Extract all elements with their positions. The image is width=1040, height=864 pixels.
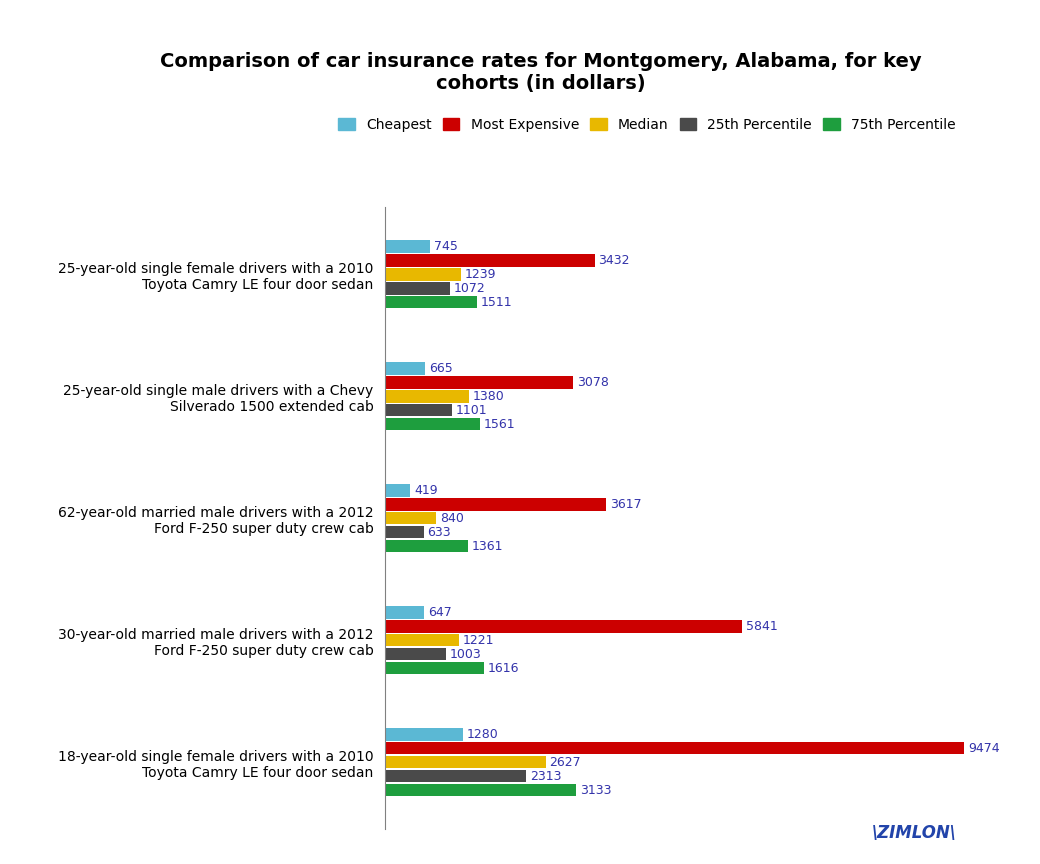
Bar (385, 648, 446, 660)
Bar (385, 362, 425, 375)
Bar (385, 607, 424, 619)
Bar (385, 391, 469, 403)
Legend: Cheapest, Most Expensive, Median, 25th Percentile, 75th Percentile: Cheapest, Most Expensive, Median, 25th P… (338, 118, 956, 132)
Text: 1361: 1361 (472, 540, 503, 553)
Text: 1280: 1280 (467, 727, 498, 741)
Text: 1003: 1003 (450, 648, 482, 661)
Text: \ZIMLON\: \ZIMLON\ (872, 824, 957, 842)
Bar (385, 499, 606, 511)
Text: 9474: 9474 (968, 742, 999, 755)
Bar (385, 620, 743, 632)
Text: 1101: 1101 (456, 403, 488, 417)
Text: 1380: 1380 (473, 390, 504, 403)
Bar (385, 404, 452, 416)
Text: 5841: 5841 (746, 619, 778, 633)
Text: 1616: 1616 (488, 662, 519, 675)
Bar (385, 296, 477, 308)
Text: 1239: 1239 (464, 268, 496, 281)
Bar (385, 377, 573, 389)
Text: 745: 745 (434, 240, 458, 253)
Text: 1561: 1561 (484, 418, 516, 431)
Text: Comparison of car insurance rates for Montgomery, Alabama, for key
cohorts (in d: Comparison of car insurance rates for Mo… (160, 52, 921, 92)
Text: 3078: 3078 (577, 376, 608, 389)
Bar (385, 540, 468, 552)
Bar (385, 742, 964, 754)
Text: 419: 419 (414, 484, 438, 497)
Bar (385, 785, 576, 797)
Bar (385, 485, 411, 497)
Bar (385, 662, 484, 675)
Bar (385, 254, 595, 267)
Bar (385, 770, 526, 783)
Text: 3617: 3617 (609, 498, 642, 511)
Bar (385, 526, 423, 538)
Bar (385, 283, 450, 295)
Text: 665: 665 (430, 362, 452, 375)
Bar (385, 240, 431, 252)
Text: 1511: 1511 (480, 295, 513, 309)
Text: 2627: 2627 (549, 756, 580, 769)
Bar (385, 728, 463, 740)
Text: 633: 633 (427, 526, 450, 539)
Text: 1221: 1221 (463, 634, 495, 647)
Text: 1072: 1072 (454, 282, 486, 295)
Text: 3133: 3133 (580, 784, 612, 797)
Text: 840: 840 (440, 511, 464, 525)
Bar (385, 418, 480, 430)
Bar (385, 756, 546, 768)
Text: 3432: 3432 (598, 254, 630, 267)
Bar (385, 634, 460, 646)
Bar (385, 269, 461, 281)
Text: 647: 647 (428, 606, 451, 619)
Bar (385, 512, 436, 524)
Text: 2313: 2313 (530, 770, 562, 783)
